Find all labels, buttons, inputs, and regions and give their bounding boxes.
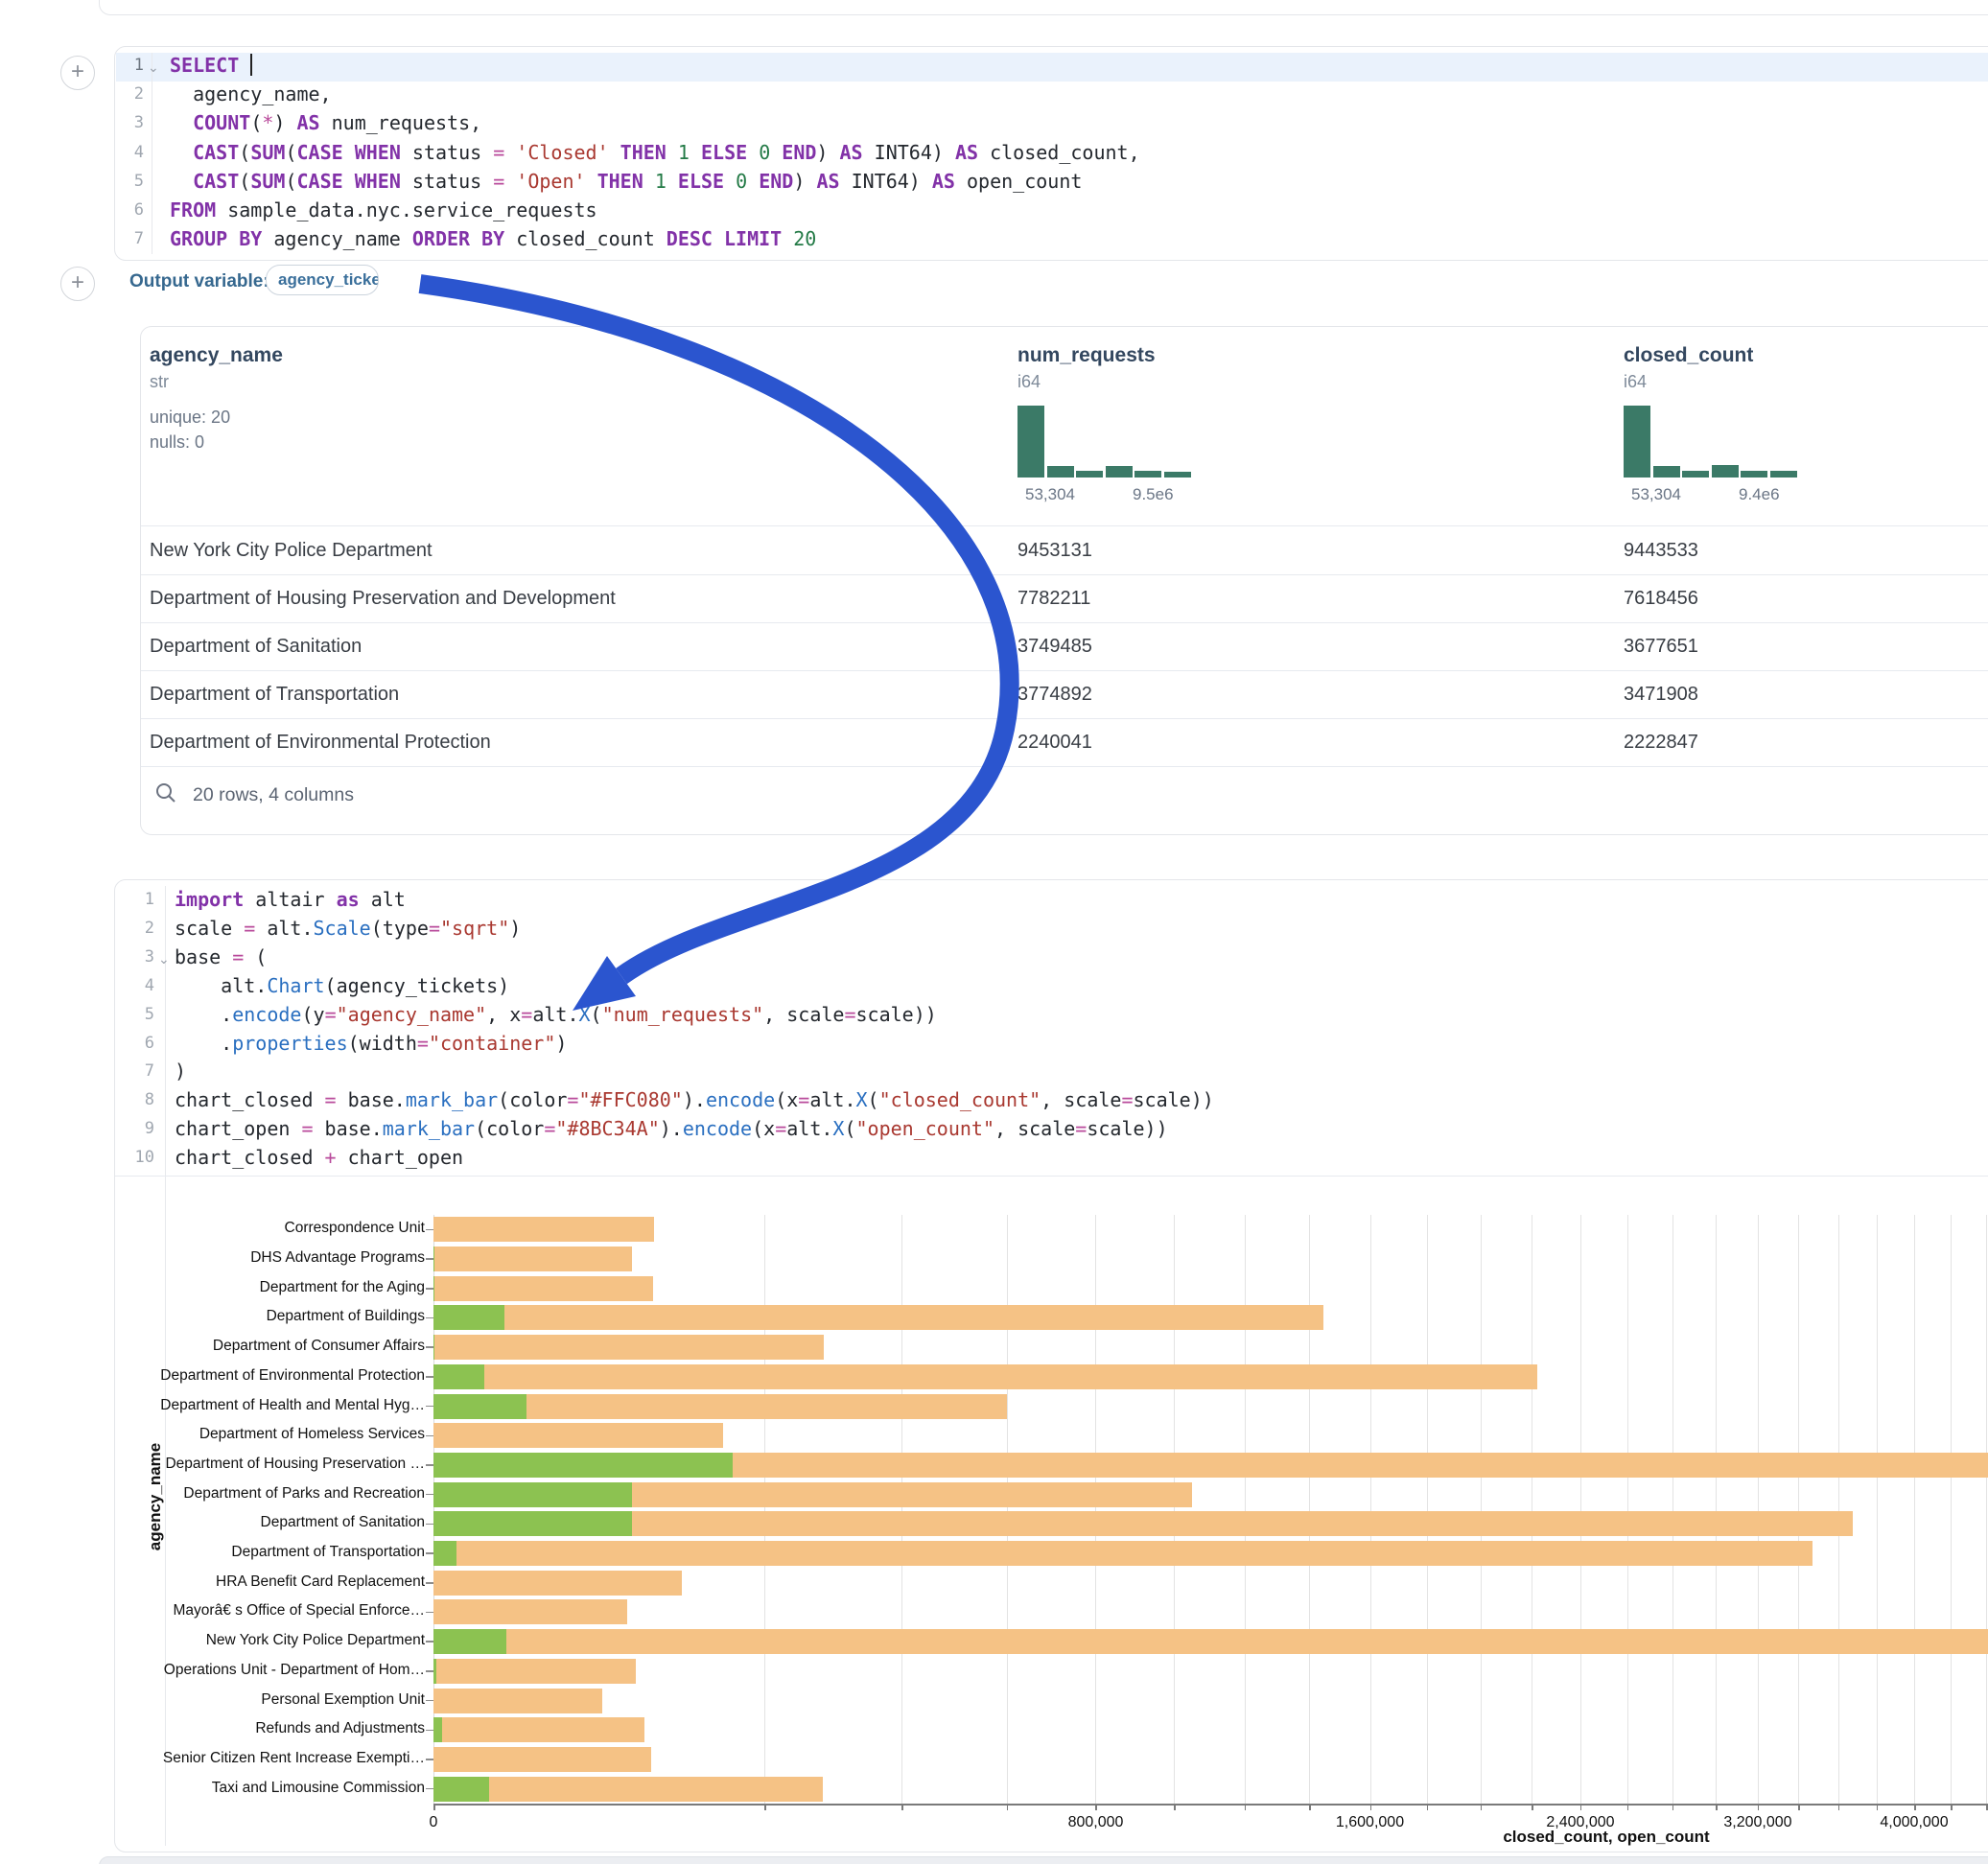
cell-value: 2240041 <box>1017 732 1092 754</box>
cell-value: 9443533 <box>1624 540 1698 562</box>
line-number: 1 <box>105 56 144 75</box>
line-number: 3 <box>116 947 154 967</box>
line-number: 3 <box>105 113 144 132</box>
histogram-min-label: 53,304 <box>1025 485 1075 504</box>
cell-value: 3774892 <box>1017 684 1092 706</box>
code-line: chart_open = base.mark_bar(color="#8BC34… <box>175 1117 1168 1140</box>
code-line: SELECT <box>170 54 252 77</box>
histogram-max-label: 9.4e6 <box>1739 485 1780 504</box>
column-header-agency_name[interactable]: agency_name <box>150 344 283 367</box>
column-type: i64 <box>1017 372 1041 392</box>
line-number: 6 <box>116 1034 154 1053</box>
cell-value: 7618456 <box>1624 588 1698 610</box>
row-divider <box>141 766 1988 767</box>
cell-value: 3471908 <box>1624 684 1698 706</box>
histogram-bar <box>1164 472 1191 478</box>
output-variable-chip[interactable]: agency_tickets <box>266 265 379 295</box>
code-line: CAST(SUM(CASE WHEN status = 'Closed' THE… <box>170 141 1140 164</box>
table-row[interactable]: Department of Sanitation 3749485 3677651 <box>141 622 1988 670</box>
python-cell[interactable]: 1 import altair as alt 2 scale = alt.Scale(… <box>114 879 1988 1852</box>
code-line: base = ( <box>175 945 267 968</box>
active-line-highlight <box>116 53 1988 82</box>
previous-cell-edge <box>99 0 1988 15</box>
code-line: FROM sample_data.nyc.service_requests <box>170 198 597 221</box>
fold-chevron-icon[interactable]: ⌄ <box>158 951 170 967</box>
line-number: 5 <box>105 172 144 191</box>
line-number: 4 <box>116 976 154 995</box>
line-number: 8 <box>116 1090 154 1109</box>
cell-agency-name: Department of Environmental Protection <box>150 732 491 754</box>
output-variable-label: Output variable: <box>129 271 269 292</box>
cell-value: 9453131 <box>1017 540 1092 562</box>
table-row[interactable]: Department of Environmental Protection 22… <box>141 718 1988 766</box>
line-number: 1 <box>116 890 154 909</box>
column-type: str <box>150 372 169 392</box>
line-number: 7 <box>116 1061 154 1081</box>
code-line: GROUP BY agency_name ORDER BY closed_cou… <box>170 227 816 250</box>
table-row[interactable]: New York City Police Department 9453131 94… <box>141 526 1988 574</box>
gutter-divider <box>165 886 166 1846</box>
histogram-bar <box>1653 466 1680 478</box>
code-line: .encode(y="agency_name", x=alt.X("num_re… <box>175 1003 937 1026</box>
column-header-num_requests[interactable]: num_requests <box>1017 344 1156 367</box>
code-line: CAST(SUM(CASE WHEN status = 'Open' THEN … <box>170 170 1082 193</box>
code-line: import altair as alt <box>175 888 406 911</box>
cell-value: 7782211 <box>1017 588 1090 610</box>
code-line: ) <box>175 1060 186 1083</box>
cell-agency-name: Department of Transportation <box>150 684 399 706</box>
code-line: chart_closed + chart_open <box>175 1146 463 1169</box>
histogram-bar <box>1076 471 1103 478</box>
cell-value: 2222847 <box>1624 732 1698 754</box>
column-type: i64 <box>1624 372 1647 392</box>
column-histogram <box>1017 406 1194 478</box>
line-number: 5 <box>116 1005 154 1024</box>
histogram-bar <box>1770 471 1797 478</box>
line-number: 6 <box>105 200 144 220</box>
column-header-closed_count[interactable]: closed_count <box>1624 344 1753 367</box>
line-number: 2 <box>105 84 144 104</box>
code-line: agency_name, <box>170 82 332 105</box>
code-line: .properties(width="container") <box>175 1032 567 1055</box>
table-row[interactable]: Department of Housing Preservation and D… <box>141 574 1988 622</box>
text-caret <box>250 54 252 76</box>
histogram-bar <box>1682 471 1709 478</box>
next-cell-edge <box>99 1856 1988 1864</box>
cell-value: 3749485 <box>1017 636 1092 658</box>
column-histogram <box>1624 406 1800 478</box>
fold-chevron-icon[interactable]: ⌄ <box>148 59 159 76</box>
histogram-min-label: 53,304 <box>1631 485 1681 504</box>
code-line: COUNT(*) AS num_requests, <box>170 111 481 134</box>
result-table: agency_namestr unique: 20 nulls: 0 num_requ… <box>140 326 1988 835</box>
line-number: 4 <box>105 143 144 162</box>
histogram-max-label: 9.5e6 <box>1133 485 1174 504</box>
add-cell-button-top[interactable]: + <box>60 56 95 90</box>
histogram-bar <box>1047 466 1074 478</box>
code-line: scale = alt.Scale(type="sqrt") <box>175 917 521 940</box>
line-number: 7 <box>105 229 144 248</box>
histogram-bar <box>1134 471 1161 478</box>
cell-agency-name: Department of Housing Preservation and D… <box>150 588 616 610</box>
column-stat: nulls: 0 <box>150 432 204 453</box>
histogram-bar <box>1741 471 1767 478</box>
table-row[interactable]: Department of Transportation 3774892 34719… <box>141 670 1988 718</box>
line-number: 10 <box>116 1148 154 1167</box>
cell-value: 3677651 <box>1624 636 1698 658</box>
column-stat: unique: 20 <box>150 408 230 428</box>
code-output-divider <box>115 1176 1988 1177</box>
histogram-bar <box>1712 465 1739 478</box>
sql-cell[interactable]: 1⌄SELECT 2 agency_name,3 COUNT(*) AS num… <box>114 46 1988 261</box>
histogram-bar <box>1017 406 1044 478</box>
cell-agency-name: New York City Police Department <box>150 540 433 562</box>
cell-agency-name: Department of Sanitation <box>150 636 362 658</box>
table-footer-summary: 20 rows, 4 columns <box>193 784 354 806</box>
search-icon[interactable] <box>154 781 177 804</box>
notebook-page: + 1⌄SELECT 2 agency_name,3 COUNT(*) AS n… <box>0 0 1988 1864</box>
code-line: alt.Chart(agency_tickets) <box>175 974 509 997</box>
histogram-bar <box>1106 466 1133 478</box>
add-cell-button-middle[interactable]: + <box>60 267 95 301</box>
line-number: 2 <box>116 919 154 938</box>
code-line: chart_closed = base.mark_bar(color="#FFC… <box>175 1088 1214 1111</box>
line-number: 9 <box>116 1119 154 1138</box>
histogram-bar <box>1624 406 1650 478</box>
